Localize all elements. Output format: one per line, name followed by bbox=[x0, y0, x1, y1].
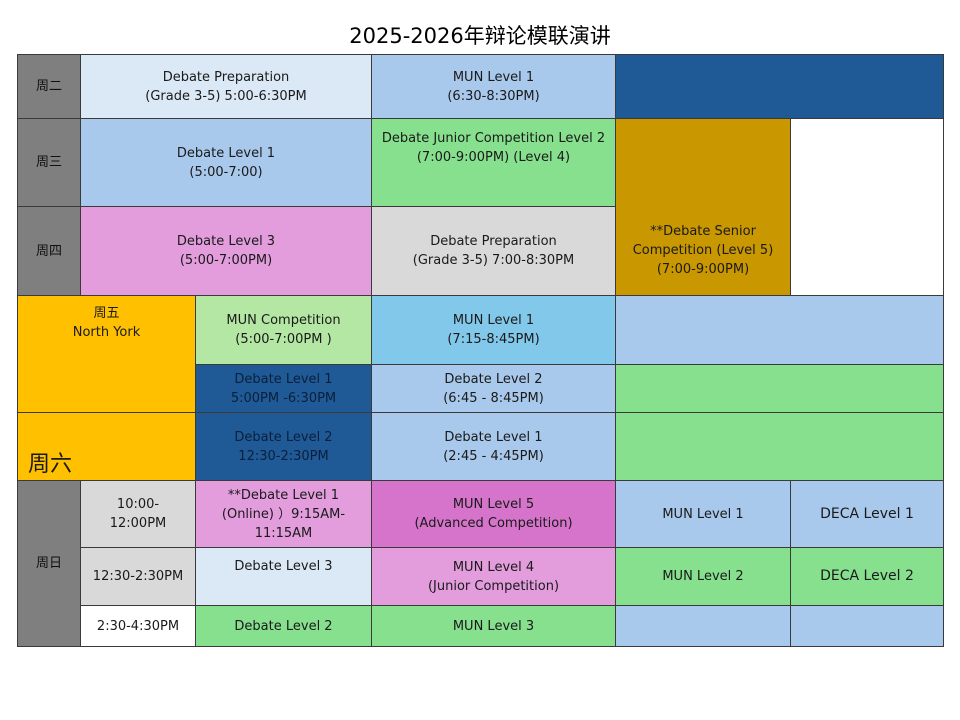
fri-debate-level-2: Debate Level 2 (6:45 - 8:45PM) bbox=[371, 364, 616, 413]
sun-deca-level-1: DECA Level 1 bbox=[790, 480, 944, 548]
sun-empty-blue-2 bbox=[790, 605, 944, 647]
sat-debate-level-1: Debate Level 1 (2:45 - 4:45PM) bbox=[371, 412, 616, 481]
sun-mun-level-2: MUN Level 2 bbox=[615, 547, 791, 606]
sun-mun-level-3: MUN Level 3 bbox=[371, 605, 616, 647]
fri-empty-green bbox=[615, 364, 944, 413]
sun-mun-level-5: MUN Level 5 (Advanced Competition) bbox=[371, 480, 616, 548]
wed-white-block bbox=[790, 118, 944, 296]
day-label-sunday: 周日 bbox=[17, 480, 81, 647]
sun-debate-level-2: Debate Level 2 bbox=[195, 605, 372, 647]
sun-empty-blue-1 bbox=[615, 605, 791, 647]
thu-debate-preparation: Debate Preparation (Grade 3-5) 7:00-8:30… bbox=[371, 206, 616, 296]
wed-debate-junior-competition: Debate Junior Competition Level 2 (7:00-… bbox=[371, 118, 616, 207]
sun-mun-level-1: MUN Level 1 bbox=[615, 480, 791, 548]
page-title: 2025-2026年辩论模联演讲 bbox=[349, 24, 611, 48]
tue-debate-preparation: Debate Preparation (Grade 3-5) 5:00-6:30… bbox=[80, 54, 372, 119]
sun-time-slot-3: 2:30-4:30PM bbox=[80, 605, 196, 647]
day-label-friday: 周五 North York bbox=[17, 295, 196, 413]
day-label-thursday: 周四 bbox=[17, 206, 81, 296]
sun-time-slot-2: 12:30-2:30PM bbox=[80, 547, 196, 606]
day-label-wednesday: 周三 bbox=[17, 118, 81, 207]
sun-mun-level-4: MUN Level 4 (Junior Competition) bbox=[371, 547, 616, 606]
fri-empty-blue bbox=[615, 295, 944, 365]
day-label-tuesday: 周二 bbox=[17, 54, 81, 119]
day-label-saturday: 周六 bbox=[17, 412, 196, 481]
sat-debate-level-2: Debate Level 2 12:30-2:30PM bbox=[195, 412, 372, 481]
thu-debate-level-3: Debate Level 3 (5:00-7:00PM) bbox=[80, 206, 372, 296]
thu-debate-senior-competition: **Debate Senior Competition (Level 5) (7… bbox=[615, 206, 791, 296]
sun-debate-level-1-online: **Debate Level 1 (Online) ）9:15AM- 11:15… bbox=[195, 480, 372, 548]
wed-gold-block bbox=[615, 118, 791, 207]
wed-debate-level-1: Debate Level 1 (5:00-7:00) bbox=[80, 118, 372, 207]
sun-debate-level-3: Debate Level 3 bbox=[195, 547, 372, 606]
fri-mun-competition: MUN Competition (5:00-7:00PM ) bbox=[195, 295, 372, 365]
sat-empty-green bbox=[615, 412, 944, 481]
sun-deca-level-2: DECA Level 2 bbox=[790, 547, 944, 606]
tue-mun-level-1: MUN Level 1 (6:30-8:30PM) bbox=[371, 54, 616, 119]
tue-empty-block bbox=[615, 54, 944, 119]
fri-debate-level-1: Debate Level 1 5:00PM -6:30PM bbox=[195, 364, 372, 413]
fri-mun-level-1: MUN Level 1 (7:15-8:45PM) bbox=[371, 295, 616, 365]
sun-time-slot-1: 10:00- 12:00PM bbox=[80, 480, 196, 548]
